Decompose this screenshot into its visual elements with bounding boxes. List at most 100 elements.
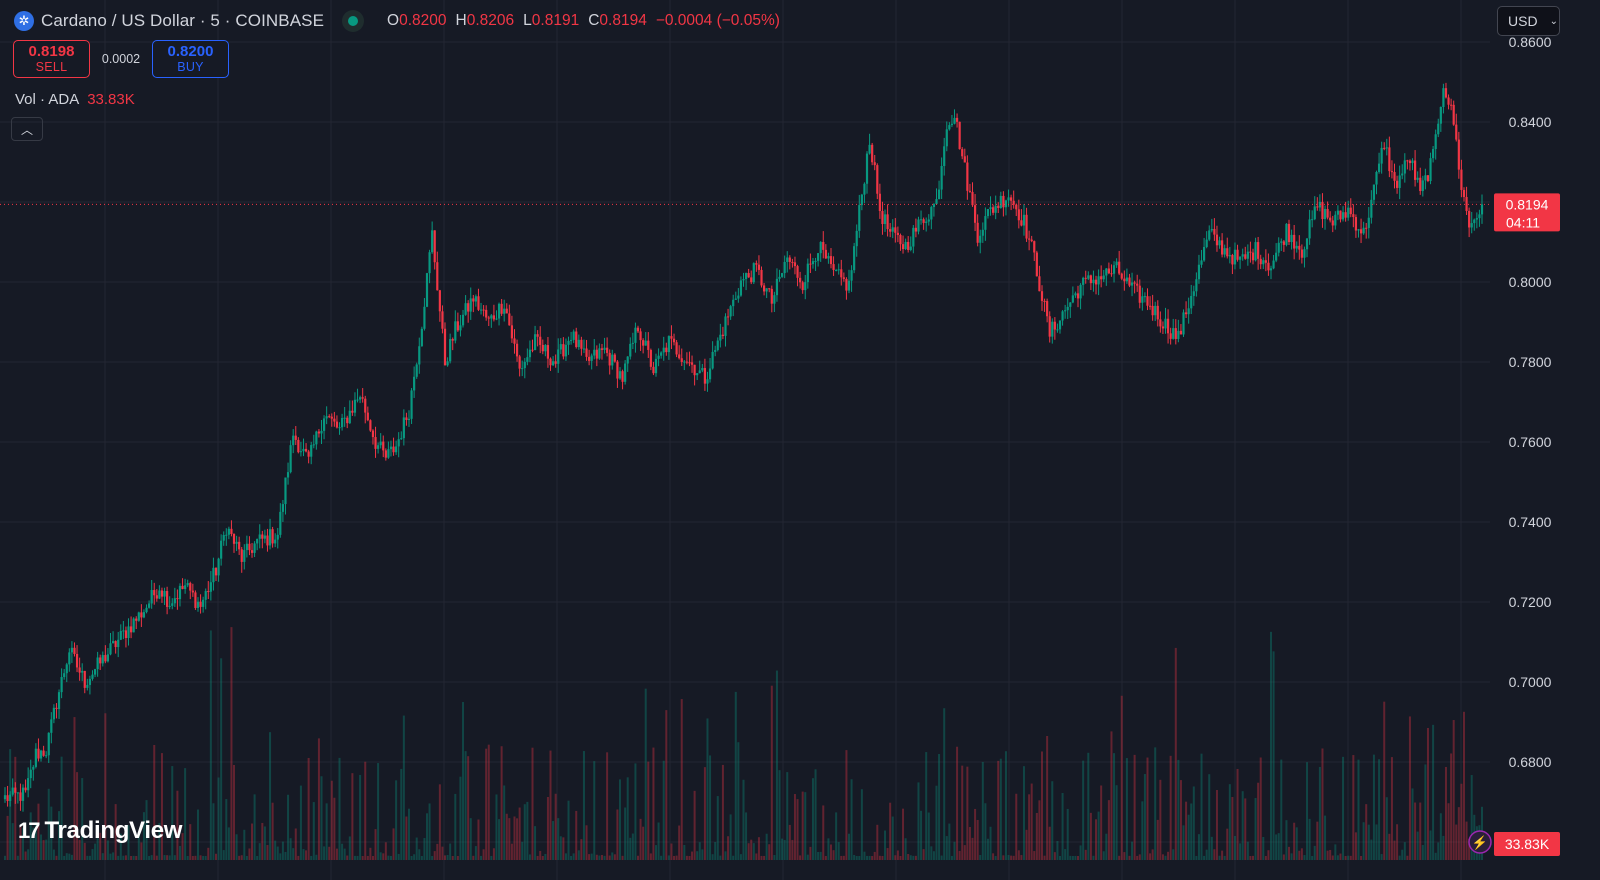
volume-bar bbox=[1342, 756, 1345, 860]
volume-bar bbox=[1205, 849, 1208, 860]
candle-body bbox=[1056, 329, 1059, 331]
candle-body bbox=[503, 308, 506, 314]
currency-select[interactable]: USD ⌄ bbox=[1497, 6, 1560, 36]
candle-body bbox=[698, 370, 701, 374]
volume-bar bbox=[1200, 753, 1203, 860]
candle-body bbox=[1251, 252, 1255, 261]
volume-bar bbox=[114, 804, 117, 860]
candle-body bbox=[34, 748, 37, 767]
candle-body bbox=[899, 235, 902, 245]
buy-button[interactable]: 0.8200 BUY bbox=[152, 40, 229, 78]
volume-bar bbox=[24, 851, 27, 860]
volume-bar bbox=[855, 855, 858, 860]
volume-bar bbox=[78, 839, 81, 860]
volume-bar bbox=[950, 855, 953, 860]
candle-body bbox=[1259, 258, 1262, 265]
volume-bar bbox=[763, 855, 766, 860]
volume-bar bbox=[1414, 802, 1417, 860]
volume-bar bbox=[109, 853, 112, 860]
volume-bar bbox=[1048, 826, 1051, 860]
volume-bar bbox=[523, 804, 526, 860]
volume-bar bbox=[490, 855, 493, 860]
volume-bar bbox=[1375, 824, 1378, 860]
volume-bar bbox=[665, 710, 668, 860]
candle-body bbox=[817, 253, 820, 261]
symbol-title[interactable]: Cardano / US Dollar · 5 · COINBASE bbox=[41, 11, 325, 30]
volume-bar bbox=[732, 855, 735, 860]
candle-body bbox=[1187, 308, 1190, 315]
candle-body bbox=[1424, 175, 1427, 181]
volume-bar bbox=[1030, 783, 1033, 860]
volume-bar bbox=[361, 855, 364, 860]
candle-body bbox=[734, 298, 737, 300]
candle-body bbox=[683, 361, 686, 363]
candle-body bbox=[400, 438, 403, 440]
market-status-icon[interactable] bbox=[342, 10, 365, 32]
volume-bar bbox=[251, 823, 254, 860]
volume-bar bbox=[526, 801, 529, 860]
candle-body bbox=[150, 590, 153, 604]
candle-body bbox=[240, 549, 243, 562]
volume-bar bbox=[974, 808, 977, 860]
volume-bar bbox=[701, 849, 704, 860]
volume-bar bbox=[678, 825, 681, 860]
candle-body bbox=[379, 441, 382, 446]
volume-bar bbox=[1143, 774, 1146, 860]
volume-bar bbox=[976, 819, 979, 860]
volume-bar bbox=[464, 751, 467, 860]
candle-body bbox=[397, 439, 400, 447]
volume-bar bbox=[168, 855, 171, 860]
candle-body bbox=[1267, 262, 1270, 271]
volume-bar bbox=[716, 796, 719, 860]
candle-body bbox=[73, 647, 76, 654]
candle-body bbox=[227, 528, 230, 535]
collapse-legend-button[interactable]: ︿ bbox=[11, 117, 43, 141]
volume-bar bbox=[734, 691, 737, 860]
candle-body bbox=[554, 361, 557, 364]
volume-bar bbox=[472, 855, 475, 860]
candle-body bbox=[176, 598, 179, 600]
volume-bar bbox=[1159, 779, 1162, 860]
candle-body bbox=[127, 626, 130, 639]
candle-body bbox=[783, 261, 786, 274]
price-tick-label: 0.7400 bbox=[1509, 514, 1552, 530]
candle-body bbox=[634, 327, 637, 343]
volume-bar bbox=[297, 855, 300, 860]
volume-bar bbox=[235, 834, 238, 860]
candle-body bbox=[971, 191, 974, 206]
volume-legend[interactable]: Vol · ADA 33.83K bbox=[15, 91, 135, 108]
volume-bar bbox=[557, 818, 560, 860]
candle-body bbox=[711, 351, 714, 369]
countdown-label: 04:11 bbox=[1506, 214, 1540, 230]
price-axis: 0.86000.84000.82000.80000.78000.76000.74… bbox=[1468, 34, 1560, 856]
sell-button[interactable]: 0.8198 SELL bbox=[13, 40, 90, 78]
volume-bar bbox=[755, 853, 758, 860]
volume-bar bbox=[1452, 720, 1455, 860]
volume-bar bbox=[770, 685, 773, 860]
candle-body bbox=[523, 361, 526, 369]
volume-bar bbox=[1360, 855, 1363, 860]
candle-body bbox=[979, 235, 982, 243]
candle-body bbox=[1223, 248, 1226, 255]
candle-body bbox=[395, 446, 398, 453]
volume-bar bbox=[73, 717, 76, 860]
candle-body bbox=[101, 655, 104, 664]
candle-body bbox=[773, 295, 776, 304]
volume-bar bbox=[1077, 855, 1080, 860]
volume-bar bbox=[1393, 840, 1396, 860]
volume-bar bbox=[1288, 846, 1291, 860]
volume-bar bbox=[750, 839, 753, 860]
volume-bar bbox=[106, 840, 109, 860]
candle-body bbox=[322, 418, 326, 431]
candle-body bbox=[948, 125, 951, 130]
candle-body bbox=[91, 674, 94, 679]
candle-body bbox=[281, 504, 285, 512]
candle-body bbox=[647, 340, 650, 350]
volume-bar bbox=[199, 855, 202, 860]
candle-body bbox=[423, 306, 426, 329]
tradingview-logo[interactable]: 17 TradingView bbox=[18, 817, 182, 845]
volume-bar bbox=[1174, 647, 1177, 860]
volume-bar bbox=[94, 843, 97, 860]
volume-bar bbox=[37, 803, 40, 860]
